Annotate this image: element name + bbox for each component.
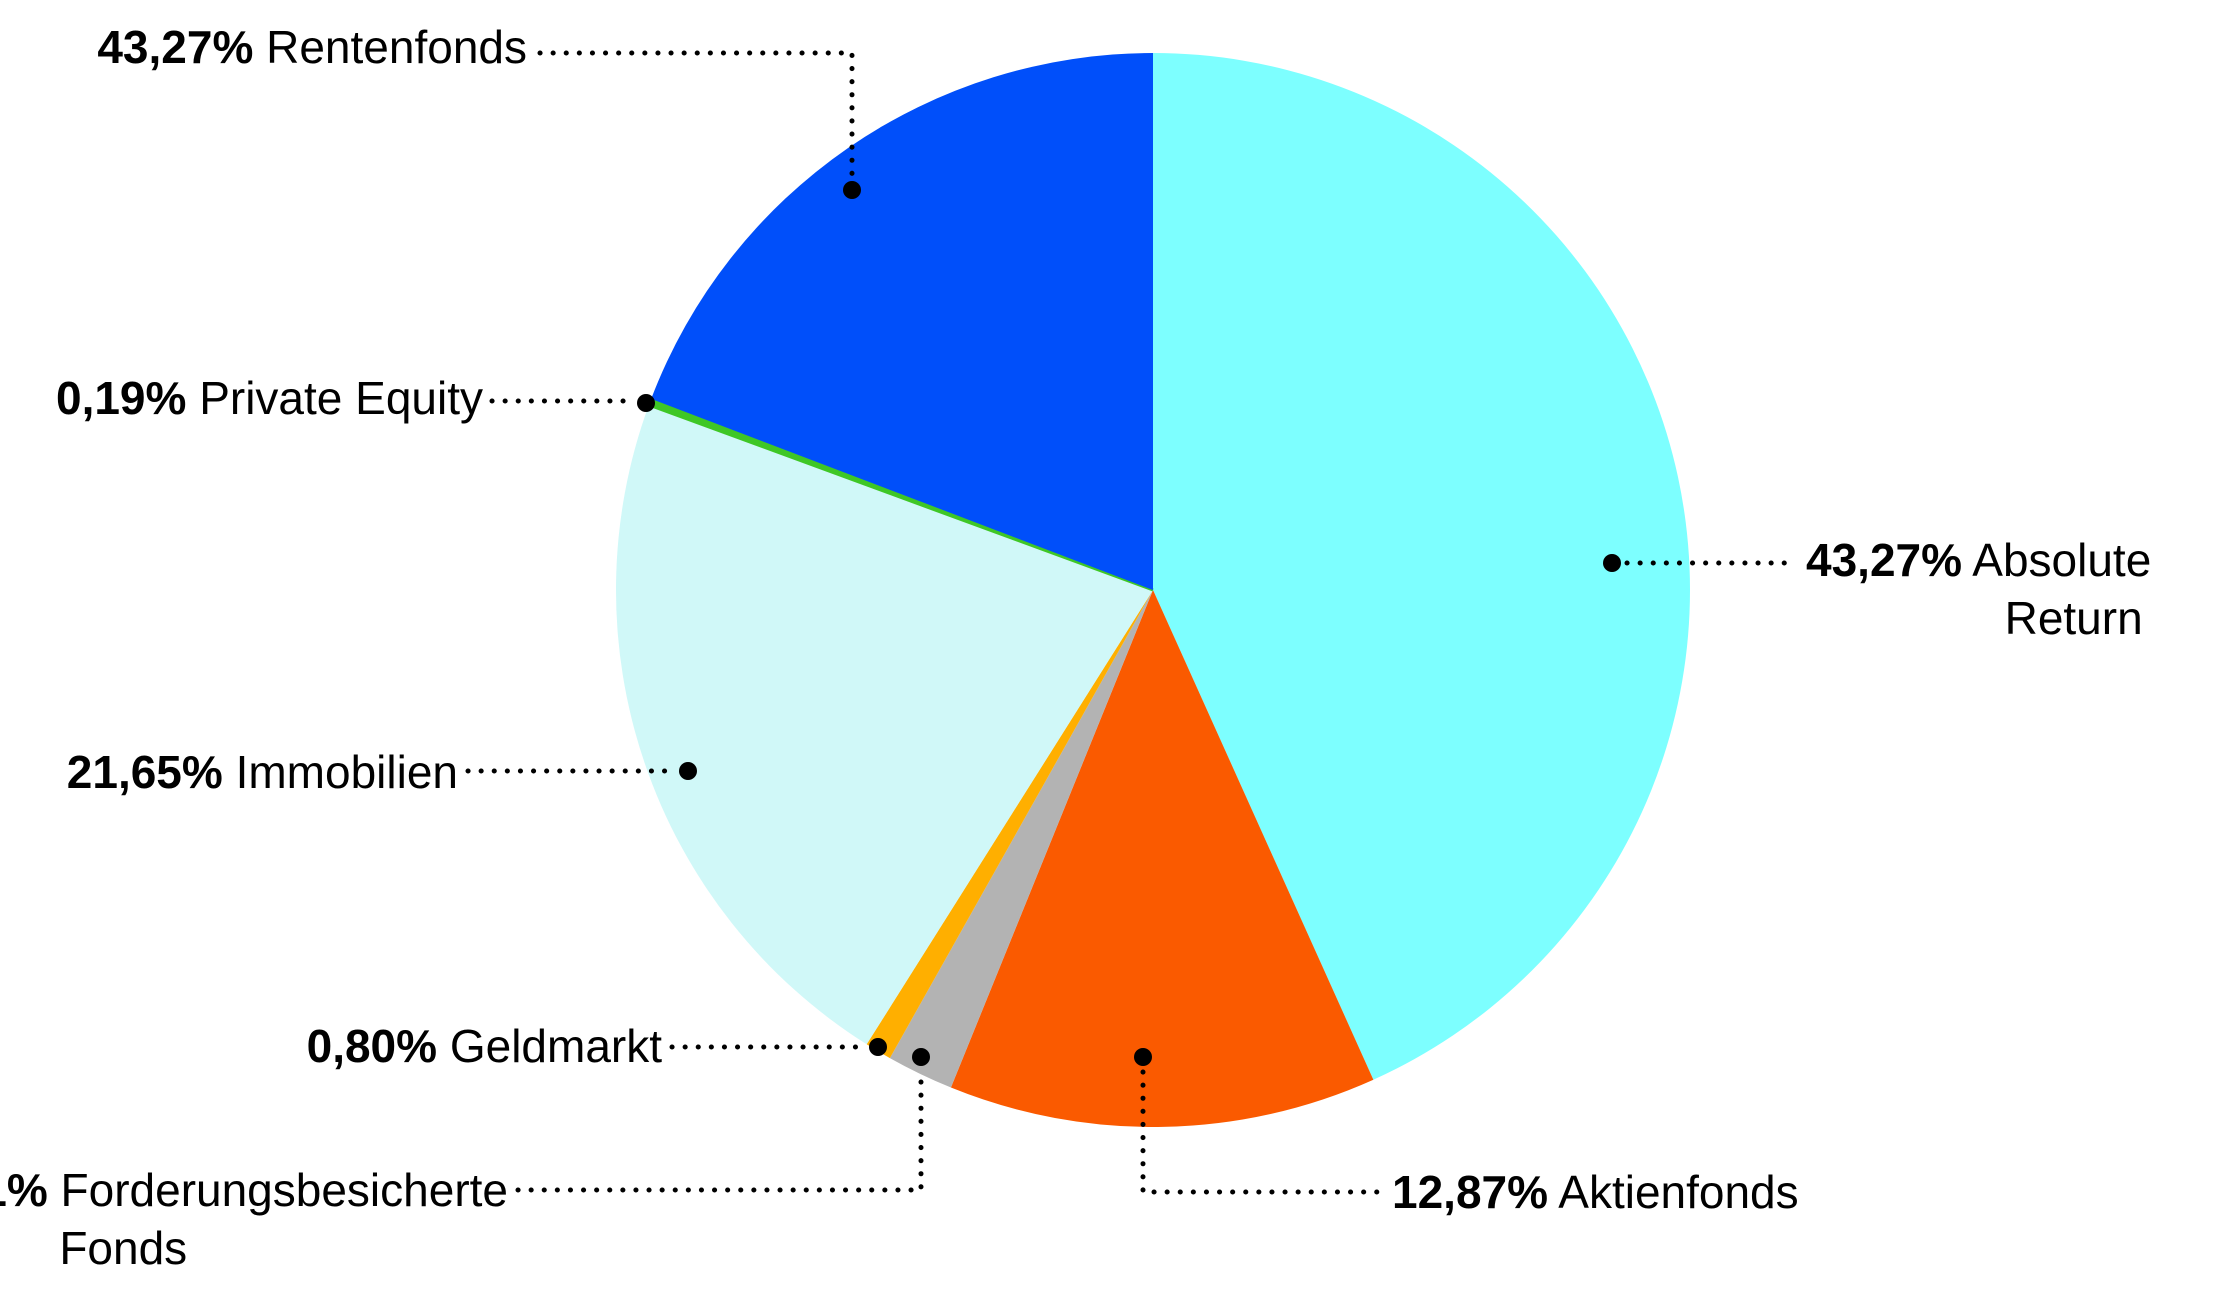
- immobilien-name: Immobilien: [235, 746, 458, 798]
- pie-slice-geldmarkt: [866, 590, 1153, 1059]
- leader-line-forderungsbesicherte: [515, 1069, 924, 1193]
- pie-slice-rentenfonds: [651, 53, 1153, 590]
- geldmarkt-name: Geldmarkt: [449, 1020, 662, 1072]
- rentenfonds-name: Rentenfonds: [266, 21, 527, 73]
- leader-dot-absolute-return: [1603, 554, 1621, 572]
- pie-slice-aktienfonds: [950, 590, 1374, 1127]
- forderungsbesicherte-percent: 2,01%: [0, 1164, 48, 1216]
- pie-label-absolute-return: 43,27% Absolute Return: [1806, 531, 2151, 647]
- absolute-return-line1: 43,27% Absolute: [1806, 531, 2151, 589]
- rentenfonds-percent: 43,27%: [97, 21, 254, 73]
- leader-dot-private-equity: [637, 394, 655, 412]
- immobilien-percent: 21,65%: [66, 746, 223, 798]
- forderungsbesicherte-name-line2: Fonds: [59, 1222, 188, 1274]
- aktienfonds-name: Aktienfonds: [1558, 1166, 1799, 1218]
- leader-dot-forderungsbesicherte: [912, 1048, 930, 1066]
- pie-label-rentenfonds: 43,27% Rentenfonds: [97, 18, 527, 76]
- pie-slice-immobilien: [616, 404, 1153, 1045]
- leader-dot-aktienfonds: [1134, 1048, 1152, 1066]
- private-equity-name: Private Equity: [199, 372, 483, 424]
- leader-dot-rentenfonds: [843, 181, 861, 199]
- leader-line-aktienfonds: [1140, 1069, 1381, 1195]
- pie-label-geldmarkt: 0,80% Geldmarkt: [307, 1017, 662, 1075]
- pie-slice-forderungsbesicherte-fonds: [889, 590, 1153, 1088]
- leader-dot-immobilien: [679, 762, 697, 780]
- pie-label-aktienfonds: 12,87% Aktienfonds: [1392, 1163, 1799, 1221]
- private-equity-percent: 0,19%: [55, 372, 187, 424]
- aktienfonds-percent: 12,87%: [1392, 1166, 1549, 1218]
- geldmarkt-percent: 0,80%: [306, 1020, 438, 1072]
- pie-label-private-equity: 0,19% Private Equity: [56, 369, 483, 427]
- absolute-return-percent: 43,27%: [1806, 534, 1963, 586]
- pie-slice-absolute-return: [1153, 53, 1690, 1080]
- pie-label-immobilien: 21,65% Immobilien: [67, 743, 458, 801]
- leader-dot-geldmarkt: [869, 1038, 887, 1056]
- leader-line-rentenfonds: [537, 50, 855, 179]
- forderungsbesicherte-line1: 2,01% Forderungsbesicherte: [0, 1161, 508, 1219]
- forderungsbesicherte-name-line1: Forderungsbesicherte: [60, 1164, 508, 1216]
- absolute-return-name-line2: Return: [2004, 592, 2143, 644]
- pie-label-forderungsbesicherte-fonds: 2,01% Forderungsbesicherte Fonds: [0, 1161, 508, 1277]
- absolute-return-name-line1: Absolute: [1972, 534, 2152, 586]
